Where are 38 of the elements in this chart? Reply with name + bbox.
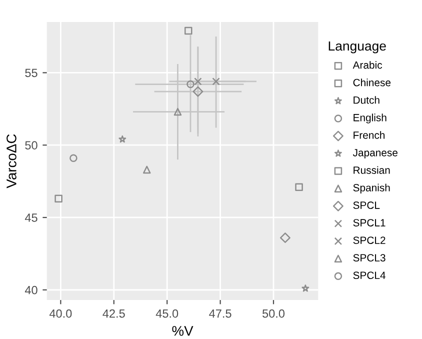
y-tick-label: 45: [24, 214, 38, 222]
x-tick-label: 45.0: [156, 309, 178, 318]
y-tick-label: 50: [25, 141, 38, 150]
legend-title: Language: [328, 41, 386, 54]
legend-label: SPCL: [353, 202, 380, 209]
x-tick-label: 42.5: [102, 309, 125, 318]
y-tick-label: 40: [24, 286, 38, 294]
legend-label: English: [354, 114, 386, 124]
point: [192, 86, 204, 97]
x-axis-title: %V: [172, 326, 194, 336]
legend-label: Dutch: [354, 96, 380, 104]
point: [194, 78, 202, 86]
legend-label: Spanish: [353, 184, 390, 194]
legend-label: Russian: [354, 166, 390, 174]
legend-label: SPCL3: [353, 254, 386, 262]
y-axis-title: VarcoΔC: [6, 134, 16, 188]
point: [295, 183, 303, 191]
legend-label: SPCL4: [353, 272, 386, 280]
point: [280, 232, 290, 243]
legend-label: Arabic: [352, 61, 382, 69]
x-tick-label: 47.5: [209, 309, 232, 318]
legend-label: SPCL1: [353, 219, 386, 226]
x-tick-label: 40.0: [49, 309, 72, 318]
legend-label: Japanese: [352, 149, 398, 158]
point: [184, 26, 192, 35]
x-tick-label: 50.0: [262, 309, 285, 318]
point: [212, 78, 220, 86]
point: [174, 108, 182, 116]
point: [70, 154, 78, 162]
point: [142, 166, 151, 174]
legend-label: French: [354, 131, 385, 139]
y-tick-label: 55: [25, 68, 38, 78]
legend-label: SPCL2: [353, 236, 386, 244]
point: [302, 284, 310, 292]
point: [186, 80, 194, 88]
point: [54, 194, 62, 203]
legend-label: Chinese: [353, 78, 391, 86]
point: [118, 135, 126, 143]
